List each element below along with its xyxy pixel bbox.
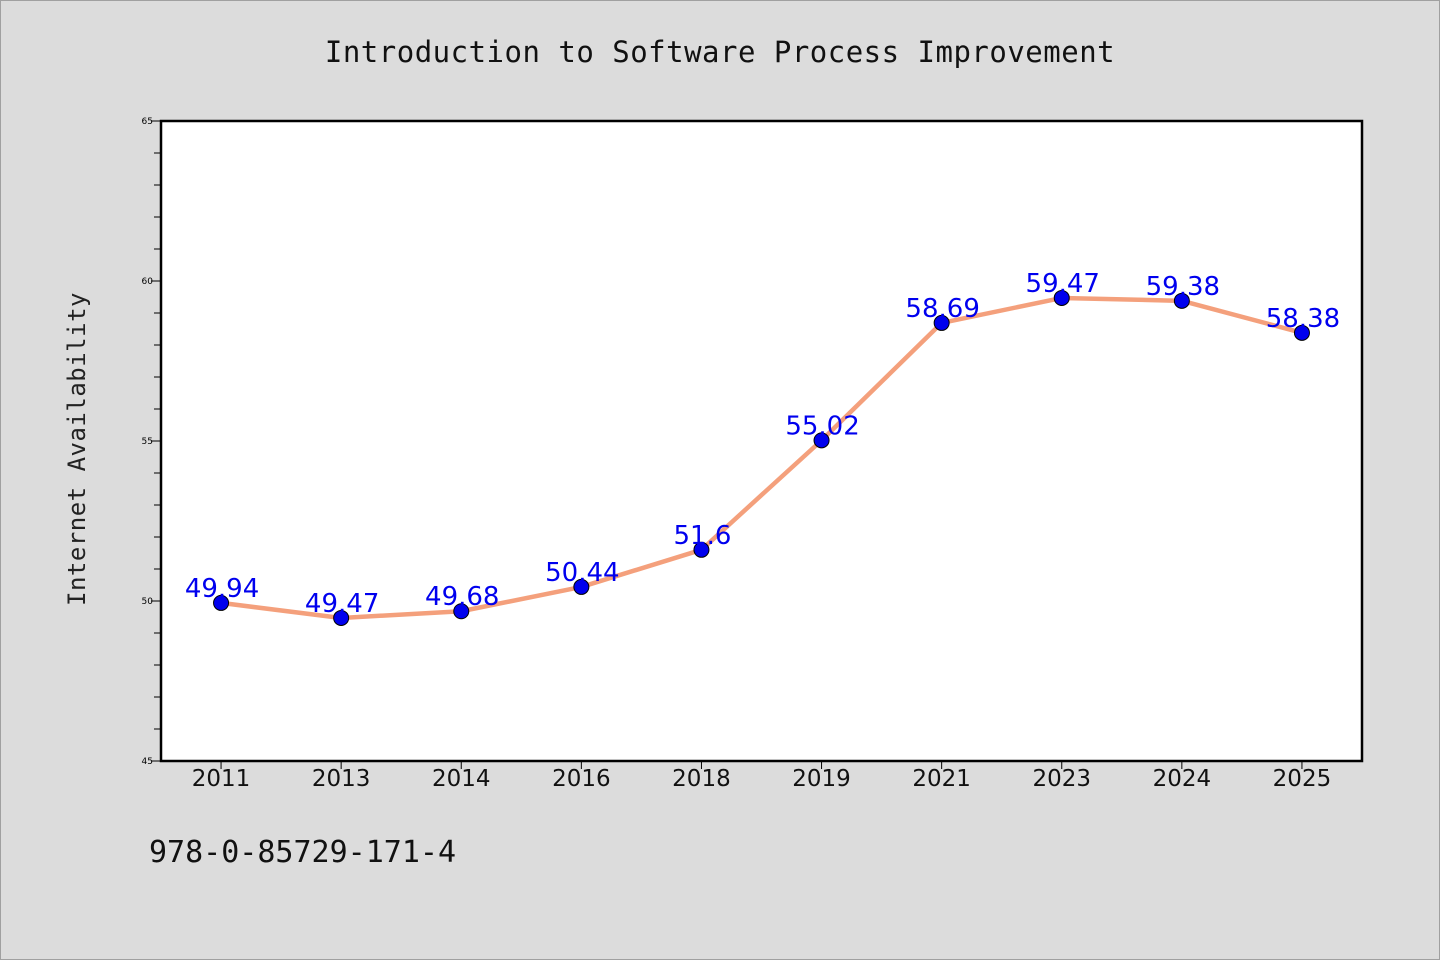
chart-title: Introduction to Software Process Improve… — [324, 35, 1116, 69]
data-point — [693, 541, 710, 558]
x-tick-label: 2014 — [432, 766, 491, 792]
plot-area — [159, 119, 1364, 763]
data-point — [333, 609, 350, 626]
data-point — [453, 603, 470, 620]
y-tick-label: 60 — [142, 277, 154, 287]
x-tick-label: 2024 — [1153, 766, 1212, 792]
y-tick-label: 55 — [142, 437, 153, 447]
data-label: 58.69 — [905, 294, 979, 324]
data-label: 49.94 — [185, 574, 259, 604]
series-line — [218, 295, 1305, 621]
data-point — [1053, 289, 1070, 306]
x-tick-label: 2011 — [192, 766, 251, 792]
data-label: 58.38 — [1266, 304, 1340, 334]
data-label: 59.47 — [1026, 269, 1100, 299]
data-point — [1173, 292, 1190, 309]
x-tick-label: 2016 — [552, 766, 611, 792]
data-label: 51.6 — [674, 521, 732, 551]
data-point — [1293, 324, 1310, 341]
data-label: 50.44 — [545, 558, 619, 588]
x-tick-label: 2025 — [1273, 766, 1332, 792]
y-tick-label: 65 — [142, 117, 153, 127]
x-tick-label: 2023 — [1032, 766, 1091, 792]
data-label: 49.68 — [425, 582, 499, 612]
y-tick-label: 50 — [142, 597, 154, 607]
x-tick-label: 2021 — [912, 766, 971, 792]
data-point — [933, 314, 950, 331]
x-tick-label: 2018 — [672, 766, 731, 792]
y-tick-label: 45 — [142, 757, 153, 767]
data-label: 59.38 — [1146, 272, 1220, 302]
isbn-label: 978-0-85729-171-4 — [149, 835, 457, 870]
data-label: 49.47 — [305, 589, 379, 619]
data-point — [573, 578, 590, 595]
data-point — [213, 594, 230, 611]
data-point — [813, 432, 830, 449]
data-label: 55.02 — [785, 411, 859, 441]
x-tick-label: 2019 — [792, 766, 851, 792]
x-tick-label: 2013 — [312, 766, 371, 792]
